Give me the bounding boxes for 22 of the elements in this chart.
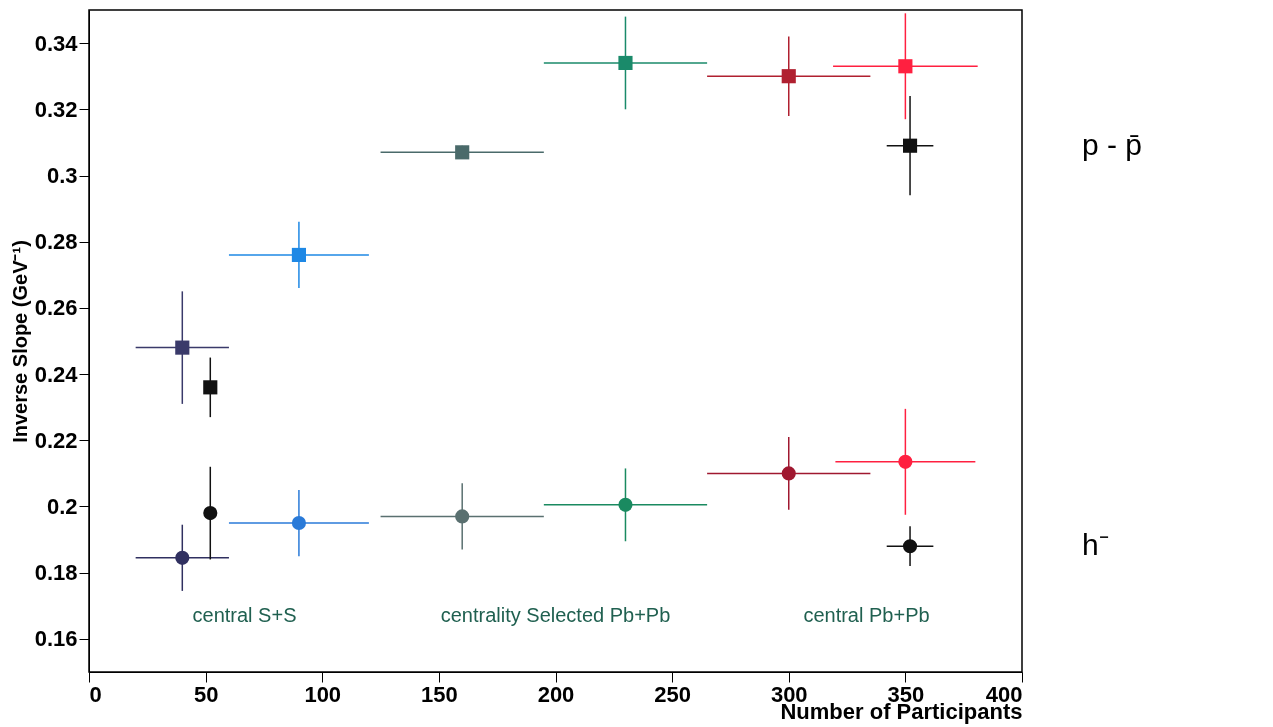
- y-tick-label: 0.26: [34, 295, 78, 321]
- text: p - p̄: [1082, 127, 1143, 161]
- x-tick-label: 100: [304, 681, 342, 707]
- text: h⁻: [1082, 528, 1109, 562]
- y-tick-label: 0.16: [34, 626, 78, 652]
- y-tick-label: 0.34: [34, 30, 79, 56]
- y-tick-label: 0.32: [34, 96, 78, 122]
- annotation: central S+S: [192, 603, 297, 626]
- x-tick-label: 50: [193, 681, 219, 707]
- y-tick-label: 0.2: [46, 494, 78, 519]
- x-tick-label: 250: [654, 681, 691, 707]
- y-tick-label: 0.18: [34, 560, 78, 586]
- y-tick-label: 0.3: [46, 163, 78, 188]
- y-tick-label: 0.24: [34, 361, 79, 387]
- y-tick-label: 0.28: [34, 229, 78, 255]
- x-tick-label: 150: [421, 681, 458, 707]
- annotation: central Pb+Pb: [803, 603, 930, 626]
- y-tick-label: 0.22: [34, 427, 78, 453]
- annotation: centrality Selected Pb+Pb: [440, 603, 671, 626]
- x-tick-label: 200: [537, 681, 575, 707]
- x-tick-label: 0: [89, 681, 102, 707]
- y-axis-title: Inverse Slope (GeV⁻¹): [8, 240, 31, 443]
